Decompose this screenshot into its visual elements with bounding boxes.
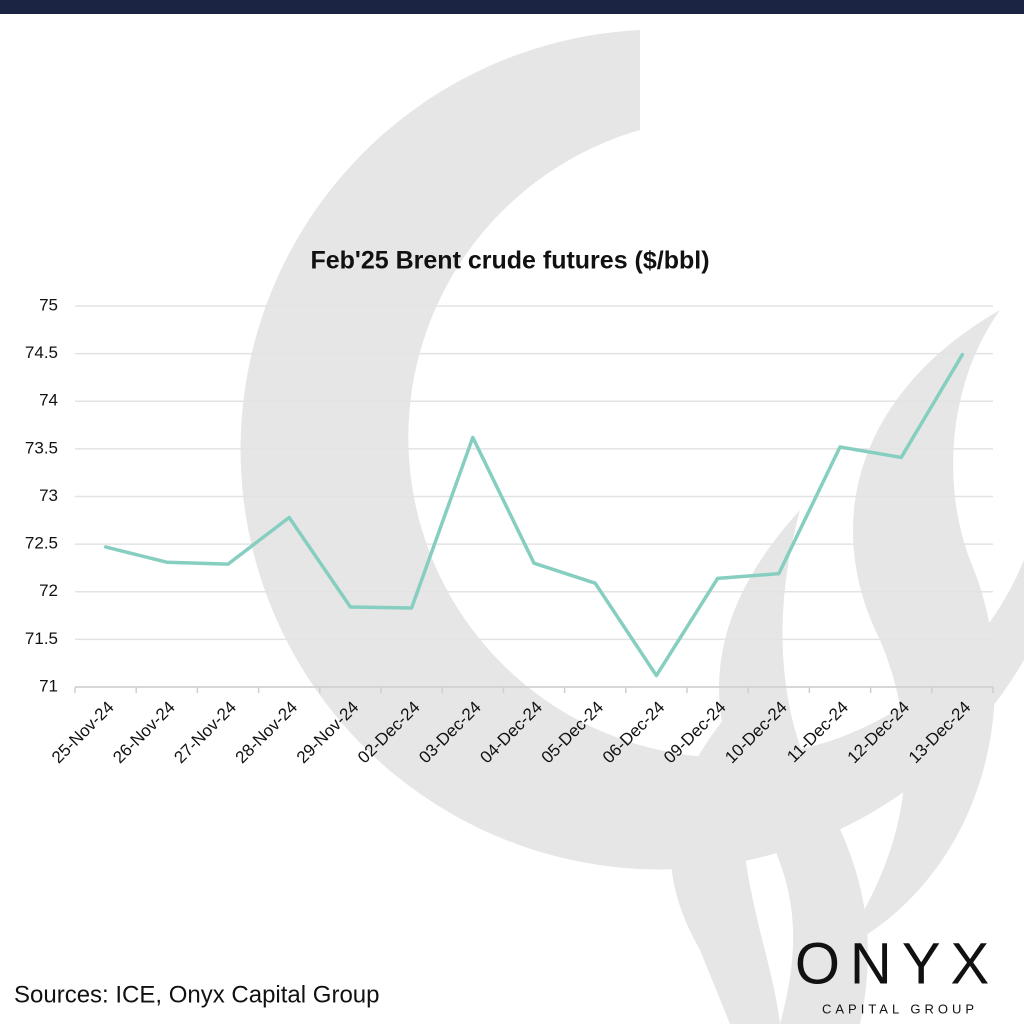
y-tick-label: 74.5 [25,343,58,362]
y-tick-label: 71 [39,676,58,695]
y-tick-label: 73.5 [25,438,58,457]
source-note: Sources: ICE, Onyx Capital Group [14,981,379,1008]
logo-name: ONYX [795,931,999,996]
y-tick-label: 72.5 [25,534,58,553]
chart-title: Feb'25 Brent crude futures ($/bbl) [310,247,709,275]
y-tick-label: 72 [39,581,58,600]
logo-tagline: CAPITAL GROUP [822,1001,978,1016]
y-tick-label: 71.5 [25,629,58,648]
watermark [240,30,1024,1024]
y-tick-label: 73 [39,486,58,505]
top-bar [0,0,1024,14]
y-tick-label: 75 [39,295,58,314]
y-tick-label: 74 [39,391,58,410]
data-line [103,352,965,678]
